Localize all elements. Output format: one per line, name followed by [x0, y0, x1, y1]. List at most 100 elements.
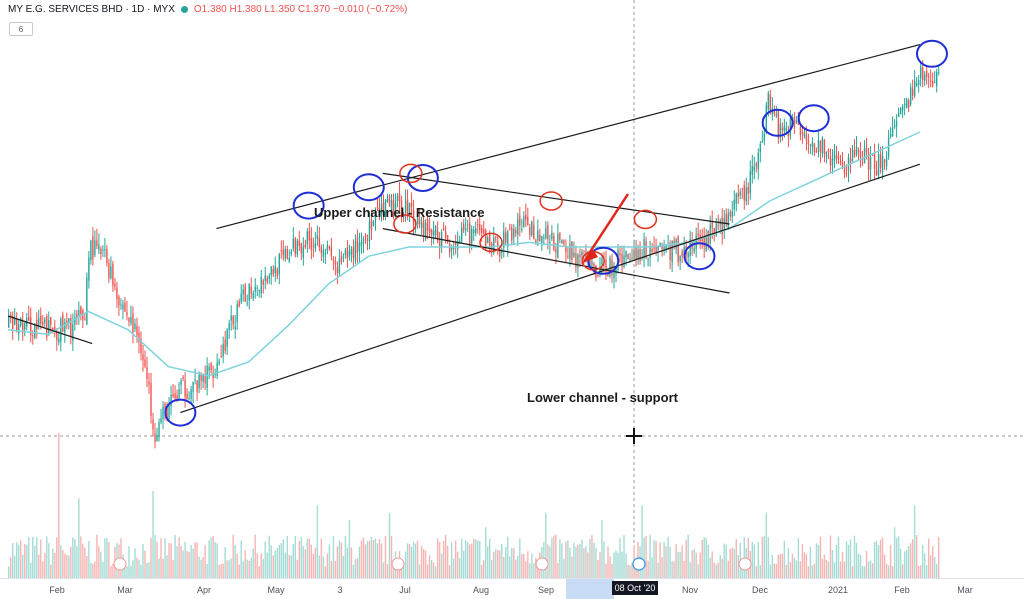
volume-bar: [310, 544, 313, 578]
candle-body: [681, 251, 683, 257]
candle-body: [793, 117, 796, 127]
candle-body: [472, 229, 475, 234]
candle-body: [208, 367, 210, 371]
volume-bar: [585, 546, 587, 578]
candle-body: [635, 246, 637, 260]
volume-bar: [587, 552, 589, 578]
volume-bar: [142, 544, 144, 578]
earnings-event-icon: [535, 557, 549, 571]
candle-body: [300, 243, 303, 254]
volume-bar: [597, 560, 599, 578]
volume-bar: [28, 536, 30, 578]
candle-body: [242, 289, 244, 295]
volume-bar: [919, 565, 922, 578]
volume-bar: [332, 536, 335, 578]
candle-body: [689, 238, 691, 256]
candle-body: [693, 248, 695, 252]
volume-bar: [773, 563, 776, 578]
candle-body: [338, 258, 341, 274]
candle-body: [933, 82, 936, 84]
volume-bar: [322, 556, 325, 578]
volume-bar: [561, 543, 563, 578]
candle-body: [96, 240, 98, 247]
candle-body: [324, 253, 327, 255]
volume-bar: [605, 563, 607, 578]
volume-bar: [655, 541, 657, 578]
candle-body: [819, 140, 822, 153]
volume-bar: [44, 552, 46, 578]
volume-bar: [883, 554, 886, 578]
volume-bar: [134, 548, 136, 578]
candle-body: [176, 395, 178, 399]
volume-bar: [583, 548, 585, 578]
candle-body: [150, 382, 152, 416]
candle-body: [80, 306, 82, 315]
volume-bar: [46, 536, 48, 578]
volume-bar: [759, 565, 762, 578]
candle-body: [821, 138, 824, 154]
candle-body: [703, 237, 705, 247]
candle-body: [671, 240, 673, 262]
red-arrow-head: [582, 248, 598, 263]
candle-body: [404, 200, 407, 213]
volume-bar: [897, 536, 900, 578]
volume-bar: [10, 557, 12, 578]
volume-bar: [871, 563, 874, 578]
volume-bar: [314, 547, 317, 578]
volume-bar: [887, 565, 890, 578]
candle-body: [923, 74, 926, 81]
candle-body: [280, 250, 282, 252]
volume-bar: [360, 540, 363, 578]
x-tick-aug: Aug: [472, 585, 490, 595]
volume-bar: [268, 535, 270, 578]
candle-body: [322, 250, 325, 258]
volume-bar: [126, 566, 128, 578]
candle-body: [889, 134, 892, 138]
volume-bar: [483, 560, 485, 578]
candle-body: [831, 158, 834, 165]
volume-bar: [627, 564, 629, 578]
indicator-count-badge[interactable]: 6: [9, 22, 33, 36]
volume-bar: [124, 562, 126, 578]
candle-body: [104, 249, 106, 251]
volume-bar: [386, 563, 389, 578]
candle-body: [653, 247, 655, 249]
candle-body: [236, 304, 238, 323]
volume-bar: [755, 566, 758, 578]
volume-bar: [72, 537, 74, 578]
volume-bar: [368, 540, 371, 578]
volume-bar: [52, 548, 54, 578]
volume-bar: [130, 565, 132, 578]
candle-body: [571, 241, 573, 260]
volume-bar: [667, 536, 669, 578]
candle-body: [256, 287, 258, 289]
volume-bar: [324, 566, 327, 578]
candle-body: [372, 221, 375, 226]
candle-body: [705, 235, 707, 251]
volume-bar: [569, 547, 571, 578]
candle-body: [935, 71, 938, 87]
symbol-title[interactable]: MY E.G. SERVICES BHD · 1D · MYX: [8, 4, 175, 15]
candle-body: [60, 319, 62, 342]
candle-body: [302, 246, 305, 258]
candle-body: [535, 240, 537, 244]
volume-bar: [36, 537, 38, 578]
candle-body: [442, 227, 445, 231]
volume-bar: [446, 545, 449, 578]
x-tick-dec: Dec: [751, 585, 769, 595]
candle-body: [364, 234, 367, 238]
volume-bar: [202, 557, 204, 578]
candle-body: [625, 250, 627, 258]
volume-bar: [849, 539, 852, 578]
volume-bar: [264, 541, 266, 578]
x-tick-mar-2021: Mar: [957, 585, 973, 595]
volume-bar: [659, 542, 661, 578]
volume-bar: [931, 546, 934, 578]
candle-body: [879, 154, 882, 168]
touch-marker-blue: [352, 173, 385, 202]
volume-bar: [14, 555, 16, 578]
volume-bar: [96, 534, 98, 578]
candle-body: [294, 238, 297, 255]
volume-bar: [174, 534, 176, 578]
